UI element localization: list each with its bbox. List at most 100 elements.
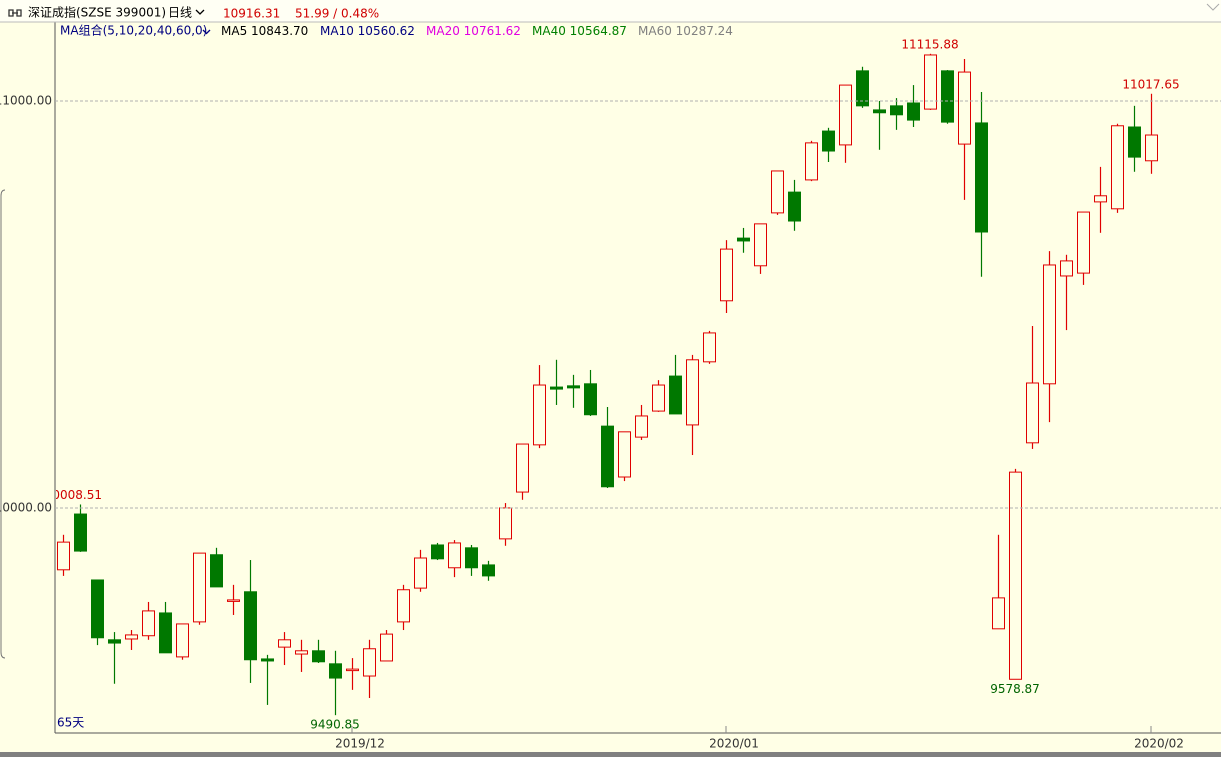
candle-body (142, 610, 155, 637)
candle-body (1026, 382, 1039, 444)
instrument-title[interactable]: 深证成指(SZSE 399001) (28, 5, 166, 20)
candle-body (907, 102, 920, 121)
ma-legend-item: MA40 10564.87 (532, 24, 627, 38)
candle-body (227, 599, 240, 602)
candle-body (91, 579, 104, 639)
candle-body (635, 415, 648, 438)
ma-name: MA60 (638, 24, 672, 38)
ma-legend-item: MA10 10560.62 (320, 24, 415, 38)
candle-body (414, 557, 427, 589)
extreme-label: 10008.51 (45, 488, 102, 502)
candle-body (771, 170, 784, 214)
candle-body (465, 547, 478, 569)
candle-body (618, 431, 631, 478)
candle-body (975, 122, 988, 233)
candle-body (958, 71, 971, 145)
extreme-label: 11017.65 (1122, 77, 1179, 91)
candle-body (805, 142, 818, 181)
ma-name: MA5 (221, 24, 247, 38)
candle-body (363, 648, 376, 677)
candle-body (193, 552, 206, 623)
candle-body (57, 541, 70, 571)
candle-body (1043, 264, 1056, 385)
candle-body (533, 384, 546, 446)
candle-body (652, 384, 665, 412)
candle-body (1094, 195, 1107, 203)
candle-body (482, 564, 495, 577)
candle-body (499, 507, 512, 540)
candle-body (1128, 126, 1141, 158)
candle-body (125, 634, 138, 640)
y-tick-label: 11000.00 (0, 93, 52, 107)
x-tick-label: 2020/01 (709, 737, 759, 751)
ma-legend-item: MA60 10287.24 (638, 24, 733, 38)
period-count: 65天 (57, 716, 84, 730)
candle-body (1145, 134, 1158, 162)
ma-value: 10564.87 (570, 24, 627, 38)
plot-area: 10008.51 9490.85 11115.88 9578.87 11017.65 (45, 37, 1180, 731)
candle-body (754, 223, 767, 267)
ma-legend-item: MA5 10843.70 (221, 24, 308, 38)
link-icon[interactable] (8, 9, 22, 17)
corner-icon[interactable] (1206, 3, 1220, 11)
candle-body (261, 658, 274, 662)
candle-body (924, 54, 937, 110)
candle-body (159, 612, 172, 654)
candle-body (584, 383, 597, 416)
candle-body (397, 589, 410, 623)
extreme-label: 11115.88 (901, 37, 958, 51)
candle-body (312, 650, 325, 663)
side-handle (0, 189, 6, 659)
candle-body (839, 84, 852, 146)
candle-body (873, 109, 886, 114)
candle-body (1077, 211, 1090, 274)
period-selector[interactable]: 日线 (168, 6, 192, 20)
candle-body (210, 554, 223, 588)
candle-body (601, 425, 614, 488)
candle-body (176, 623, 189, 658)
candle-body (244, 591, 257, 661)
last-price: 10916.31 (223, 7, 280, 21)
ma-name: MA20 (426, 24, 460, 38)
ma-chevron[interactable] (202, 29, 211, 35)
candle-body (1111, 125, 1124, 210)
candle-body (295, 650, 308, 655)
candle-body (1060, 260, 1073, 277)
candle-body (737, 237, 750, 242)
ma-legend-title[interactable]: MA组合(5,10,20,40,60,0) (60, 23, 207, 38)
candle-body (822, 130, 835, 152)
candle-body (890, 105, 903, 116)
candle-body (856, 70, 869, 107)
header-bar (0, 0, 1221, 22)
candle-body (788, 191, 801, 222)
candle-body (380, 633, 393, 662)
candle-body (941, 70, 954, 123)
candle-body (720, 248, 733, 302)
candle-body (329, 663, 342, 679)
candle-body (686, 359, 699, 426)
x-tick-label: 2020/02 (1134, 737, 1184, 751)
candle-body (516, 443, 529, 493)
candle-body (1009, 471, 1022, 680)
ma-value: 10761.62 (464, 24, 521, 38)
candle-body (550, 386, 563, 390)
extreme-label: 9578.87 (990, 682, 1040, 696)
candle-body (74, 513, 87, 552)
candle-body (703, 332, 716, 363)
candle-body (278, 639, 291, 648)
candle-body (992, 597, 1005, 630)
ma-value: 10560.62 (358, 24, 415, 38)
candle-body (431, 544, 444, 560)
candle-body (448, 542, 461, 569)
candle-body (108, 639, 121, 644)
x-tick-label: 2019/12 (335, 737, 385, 751)
ma-name: MA10 (320, 24, 354, 38)
candle-body (567, 385, 580, 389)
ma-value: 10287.24 (676, 24, 733, 38)
price-change: 51.99 / 0.48% (295, 7, 379, 21)
ma-value: 10843.70 (251, 24, 308, 38)
y-tick-label: 10000.00 (0, 500, 52, 514)
ma-name: MA40 (532, 24, 566, 38)
period-chevron[interactable] (195, 9, 205, 15)
